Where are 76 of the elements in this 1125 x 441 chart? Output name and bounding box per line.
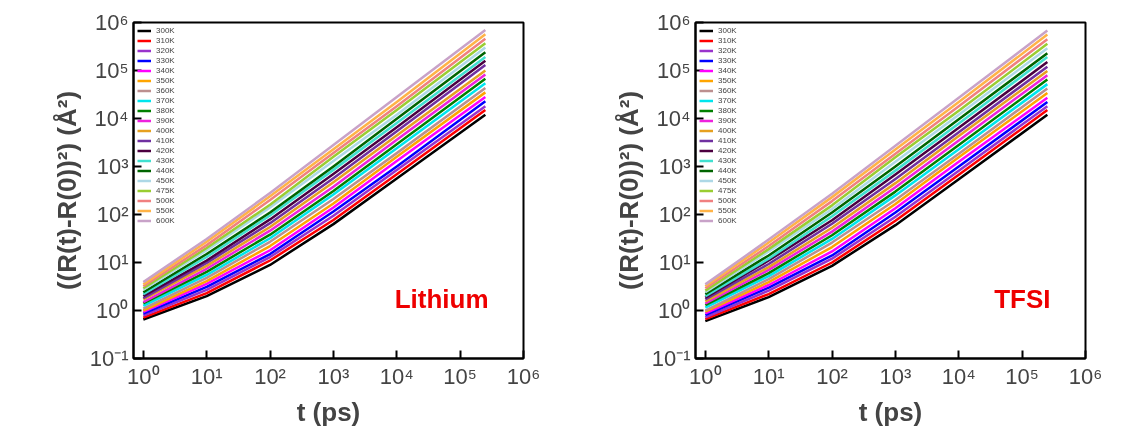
legend-label: 350K	[718, 76, 738, 85]
legend-label: 440K	[156, 166, 176, 175]
legend-label: 300K	[718, 26, 738, 35]
legend-label: 420K	[718, 146, 738, 155]
y-tick-label: 10¹	[658, 250, 691, 275]
legend-label: 340K	[156, 66, 176, 75]
y-tick-label: 10⁵	[94, 58, 129, 83]
x-tick-label: 10²	[254, 363, 286, 389]
x-tick-label: 10²	[816, 363, 848, 389]
legend-label: 300K	[156, 26, 176, 35]
y-tick-label: 10³	[96, 154, 129, 179]
legend-label: 390K	[156, 116, 176, 125]
legend-label: 370K	[718, 96, 738, 105]
x-tick-label: 10³	[879, 363, 912, 389]
legend-label: 450K	[156, 176, 176, 185]
legend-label: 410K	[156, 136, 176, 145]
y-tick-label: 10⁻¹	[89, 346, 129, 371]
legend-label: 360K	[718, 86, 738, 95]
x-tick-label: 10⁴	[941, 363, 976, 389]
legend-label: 380K	[156, 106, 176, 115]
y-tick-label: 10³	[658, 154, 691, 179]
y-tick-label: 10²	[658, 202, 691, 227]
legend-label: 500K	[718, 196, 738, 205]
legend-label: 500K	[156, 196, 176, 205]
x-tick-label: 10⁵	[443, 363, 477, 389]
legend-label: 600K	[718, 216, 738, 225]
y-tick-label: 10⁵	[656, 58, 691, 83]
legend-label: 350K	[156, 76, 176, 85]
legend-label: 430K	[156, 156, 176, 165]
legend-label: 400K	[718, 126, 738, 135]
y-tick-label: 10²	[96, 202, 129, 227]
y-tick-label: 10¹	[96, 250, 129, 275]
legend-label: 320K	[718, 46, 738, 55]
legend-label: 330K	[718, 56, 738, 65]
y-tick-label: 10⁶	[656, 10, 691, 35]
legend-label: 340K	[718, 66, 738, 75]
x-tick-label: 10⁰	[689, 363, 722, 389]
x-tick-label: 10¹	[190, 363, 223, 389]
legend-label: 550K	[156, 206, 176, 215]
legend-label: 450K	[718, 176, 738, 185]
annotation: TFSI	[994, 283, 1051, 314]
legend-label: 380K	[718, 106, 738, 115]
legend-label: 475K	[156, 186, 176, 195]
x-axis-title: t (ps)	[858, 396, 923, 427]
x-tick-label: 10⁰	[127, 363, 160, 389]
legend-label: 410K	[718, 136, 738, 145]
y-tick-label: 10⁰	[658, 298, 691, 323]
x-tick-label: 10⁶	[506, 363, 541, 389]
legend-label: 430K	[718, 156, 738, 165]
x-tick-label: 10⁴	[379, 363, 414, 389]
x-axis-title: t (ps)	[296, 396, 361, 427]
annotation: Lithium	[394, 283, 489, 314]
y-tick-label: 10⁶	[94, 10, 129, 35]
legend-label: 310K	[156, 36, 176, 45]
legend-label: 370K	[156, 96, 176, 105]
legend-label: 360K	[156, 86, 176, 95]
x-tick-label: 10⁵	[1005, 363, 1039, 389]
x-tick-label: 10⁶	[1068, 363, 1103, 389]
legend-label: 475K	[718, 186, 738, 195]
legend-label: 320K	[156, 46, 176, 55]
y-tick-label: 10⁻¹	[651, 346, 691, 371]
y-tick-label: 10⁴	[94, 106, 129, 131]
y-axis-title: ((R(t)-R(0))²) (Å²)	[613, 90, 644, 291]
y-tick-label: 10⁴	[656, 106, 691, 131]
y-axis-title: ((R(t)-R(0))²) (Å²)	[51, 90, 82, 291]
legend-label: 310K	[718, 36, 738, 45]
legend-label: 420K	[156, 146, 176, 155]
legend-label: 390K	[718, 116, 738, 125]
x-tick-label: 10¹	[752, 363, 785, 389]
legend-label: 330K	[156, 56, 176, 65]
legend-label: 550K	[718, 206, 738, 215]
legend-label: 400K	[156, 126, 176, 135]
legend-label: 600K	[156, 216, 176, 225]
legend-label: 440K	[718, 166, 738, 175]
x-tick-label: 10³	[317, 363, 350, 389]
y-tick-label: 10⁰	[96, 298, 129, 323]
